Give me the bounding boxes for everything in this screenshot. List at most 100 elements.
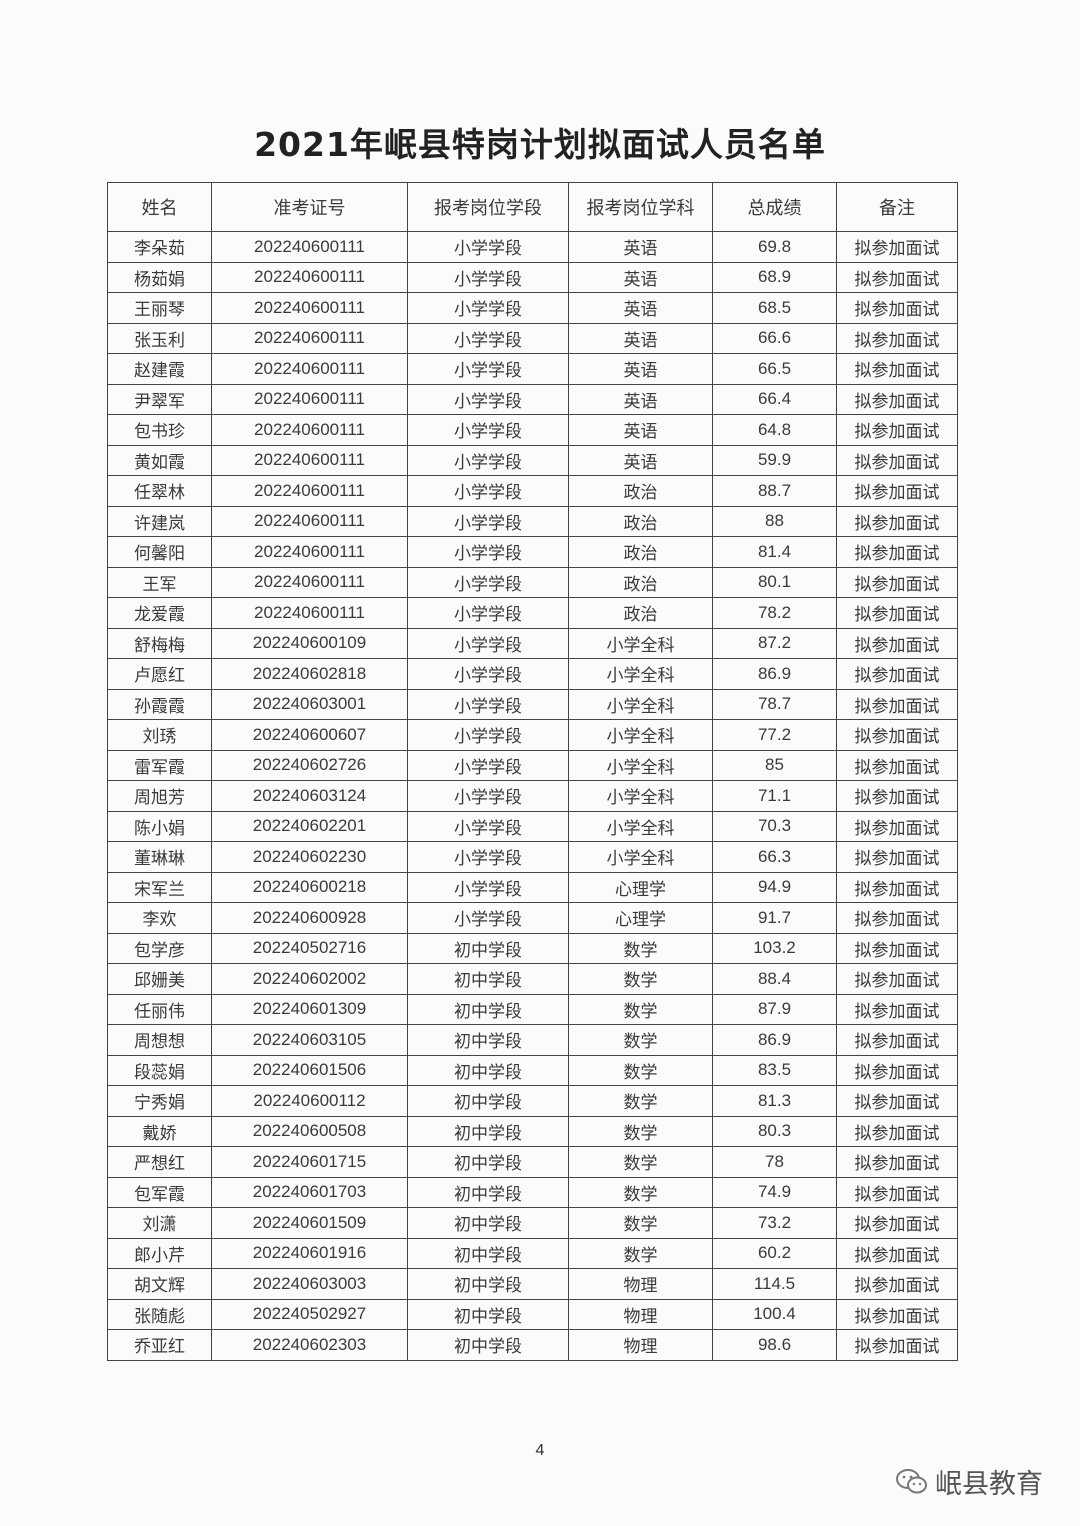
table-row: 李朵茹 202240600111 小学学段 英语 69.8 拟参加面试 bbox=[107, 231, 958, 263]
cell-name: 李朵茹 bbox=[107, 231, 212, 263]
cell-level: 初中学段 bbox=[407, 993, 569, 1025]
cell-score: 114.5 bbox=[712, 1268, 837, 1300]
cell-name: 周想想 bbox=[107, 1024, 212, 1056]
cell-name: 雷军霞 bbox=[107, 749, 212, 781]
table-row: 包学彦 202240502716 初中学段 数学 103.2 拟参加面试 bbox=[107, 932, 958, 964]
cell-score: 78 bbox=[712, 1146, 837, 1178]
cell-name: 孙霞霞 bbox=[107, 688, 212, 720]
cell-remark: 拟参加面试 bbox=[836, 597, 958, 629]
cell-name: 尹翠军 bbox=[107, 383, 212, 415]
header-remark: 备注 bbox=[836, 182, 958, 232]
cell-remark: 拟参加面试 bbox=[836, 749, 958, 781]
cell-subject: 小学全科 bbox=[568, 627, 713, 659]
cell-name: 许建岚 bbox=[107, 505, 212, 537]
table-row: 张随彪 202240502927 初中学段 物理 100.4 拟参加面试 bbox=[107, 1298, 958, 1330]
cell-score: 78.7 bbox=[712, 688, 837, 720]
cell-subject: 小学全科 bbox=[568, 658, 713, 690]
table-row: 雷军霞 202240602726 小学学段 小学全科 85 拟参加面试 bbox=[107, 749, 958, 781]
cell-level: 初中学段 bbox=[407, 1329, 569, 1361]
cell-exam-id: 202240602230 bbox=[211, 841, 408, 873]
cell-level: 初中学段 bbox=[407, 1207, 569, 1239]
cell-name: 包军霞 bbox=[107, 1176, 212, 1208]
cell-level: 小学学段 bbox=[407, 353, 569, 385]
cell-remark: 拟参加面试 bbox=[836, 1146, 958, 1178]
cell-remark: 拟参加面试 bbox=[836, 1298, 958, 1330]
cell-level: 初中学段 bbox=[407, 1176, 569, 1208]
cell-remark: 拟参加面试 bbox=[836, 688, 958, 720]
table-header-row: 姓名 准考证号 报考岗位学段 报考岗位学科 总成绩 备注 bbox=[107, 182, 958, 232]
cell-subject: 数学 bbox=[568, 963, 713, 995]
cell-name: 张玉利 bbox=[107, 322, 212, 354]
cell-level: 初中学段 bbox=[407, 1054, 569, 1086]
table-row: 段蕊娟 202240601506 初中学段 数学 83.5 拟参加面试 bbox=[107, 1054, 958, 1086]
cell-score: 80.1 bbox=[712, 566, 837, 598]
cell-exam-id: 202240502927 bbox=[211, 1298, 408, 1330]
page-number: 4 bbox=[535, 1442, 545, 1459]
watermark: 岷县教育 bbox=[895, 1462, 1043, 1501]
cell-subject: 英语 bbox=[568, 353, 713, 385]
cell-exam-id: 202240502716 bbox=[211, 932, 408, 964]
candidate-table: 姓名 准考证号 报考岗位学段 报考岗位学科 总成绩 备注 李朵茹 20224060… bbox=[107, 182, 958, 1361]
cell-name: 王军 bbox=[107, 566, 212, 598]
cell-exam-id: 202240600111 bbox=[211, 505, 408, 537]
cell-name: 包学彦 bbox=[107, 932, 212, 964]
cell-subject: 政治 bbox=[568, 536, 713, 568]
cell-exam-id: 202240601509 bbox=[211, 1207, 408, 1239]
table-row: 陈小娟 202240602201 小学学段 小学全科 70.3 拟参加面试 bbox=[107, 810, 958, 842]
cell-level: 小学学段 bbox=[407, 231, 569, 263]
cell-level: 小学学段 bbox=[407, 719, 569, 751]
cell-remark: 拟参加面试 bbox=[836, 810, 958, 842]
cell-level: 小学学段 bbox=[407, 383, 569, 415]
cell-score: 66.6 bbox=[712, 322, 837, 354]
table-row: 何馨阳 202240600111 小学学段 政治 81.4 拟参加面试 bbox=[107, 536, 958, 568]
cell-level: 小学学段 bbox=[407, 597, 569, 629]
cell-exam-id: 202240601715 bbox=[211, 1146, 408, 1178]
cell-exam-id: 202240601309 bbox=[211, 993, 408, 1025]
cell-score: 78.2 bbox=[712, 597, 837, 629]
cell-remark: 拟参加面试 bbox=[836, 536, 958, 568]
cell-level: 初中学段 bbox=[407, 1268, 569, 1300]
table-row: 董琳琳 202240602230 小学学段 小学全科 66.3 拟参加面试 bbox=[107, 841, 958, 873]
cell-remark: 拟参加面试 bbox=[836, 1054, 958, 1086]
cell-remark: 拟参加面试 bbox=[836, 841, 958, 873]
cell-remark: 拟参加面试 bbox=[836, 902, 958, 934]
cell-score: 66.3 bbox=[712, 841, 837, 873]
cell-exam-id: 202240600111 bbox=[211, 475, 408, 507]
cell-exam-id: 202240601703 bbox=[211, 1176, 408, 1208]
cell-remark: 拟参加面试 bbox=[836, 292, 958, 324]
cell-exam-id: 202240600109 bbox=[211, 627, 408, 659]
cell-score: 73.2 bbox=[712, 1207, 837, 1239]
cell-score: 64.8 bbox=[712, 414, 837, 446]
cell-remark: 拟参加面试 bbox=[836, 780, 958, 812]
cell-score: 91.7 bbox=[712, 902, 837, 934]
cell-subject: 英语 bbox=[568, 414, 713, 446]
cell-score: 81.3 bbox=[712, 1085, 837, 1117]
cell-score: 83.5 bbox=[712, 1054, 837, 1086]
table-row: 周旭芳 202240603124 小学学段 小学全科 71.1 拟参加面试 bbox=[107, 780, 958, 812]
wechat-icon bbox=[896, 1468, 927, 1493]
cell-exam-id: 202240600111 bbox=[211, 322, 408, 354]
table-row: 戴娇 202240600508 初中学段 数学 80.3 拟参加面试 bbox=[107, 1115, 958, 1147]
cell-level: 初中学段 bbox=[407, 1024, 569, 1056]
cell-subject: 数学 bbox=[568, 1054, 713, 1086]
cell-exam-id: 202240600607 bbox=[211, 719, 408, 751]
cell-level: 小学学段 bbox=[407, 841, 569, 873]
cell-name: 龙爱霞 bbox=[107, 597, 212, 629]
cell-remark: 拟参加面试 bbox=[836, 1207, 958, 1239]
cell-name: 刘琇 bbox=[107, 719, 212, 751]
table-row: 宁秀娟 202240600112 初中学段 数学 81.3 拟参加面试 bbox=[107, 1085, 958, 1117]
table-row: 李欢 202240600928 小学学段 心理学 91.7 拟参加面试 bbox=[107, 902, 958, 934]
cell-subject: 小学全科 bbox=[568, 780, 713, 812]
cell-remark: 拟参加面试 bbox=[836, 414, 958, 446]
cell-exam-id: 202240603001 bbox=[211, 688, 408, 720]
cell-remark: 拟参加面试 bbox=[836, 963, 958, 995]
cell-score: 68.9 bbox=[712, 261, 837, 293]
cell-score: 94.9 bbox=[712, 871, 837, 903]
cell-subject: 政治 bbox=[568, 475, 713, 507]
cell-level: 小学学段 bbox=[407, 810, 569, 842]
cell-name: 卢愿红 bbox=[107, 658, 212, 690]
cell-exam-id: 202240600111 bbox=[211, 536, 408, 568]
cell-exam-id: 202240600111 bbox=[211, 231, 408, 263]
cell-exam-id: 202240601506 bbox=[211, 1054, 408, 1086]
cell-subject: 数学 bbox=[568, 1207, 713, 1239]
